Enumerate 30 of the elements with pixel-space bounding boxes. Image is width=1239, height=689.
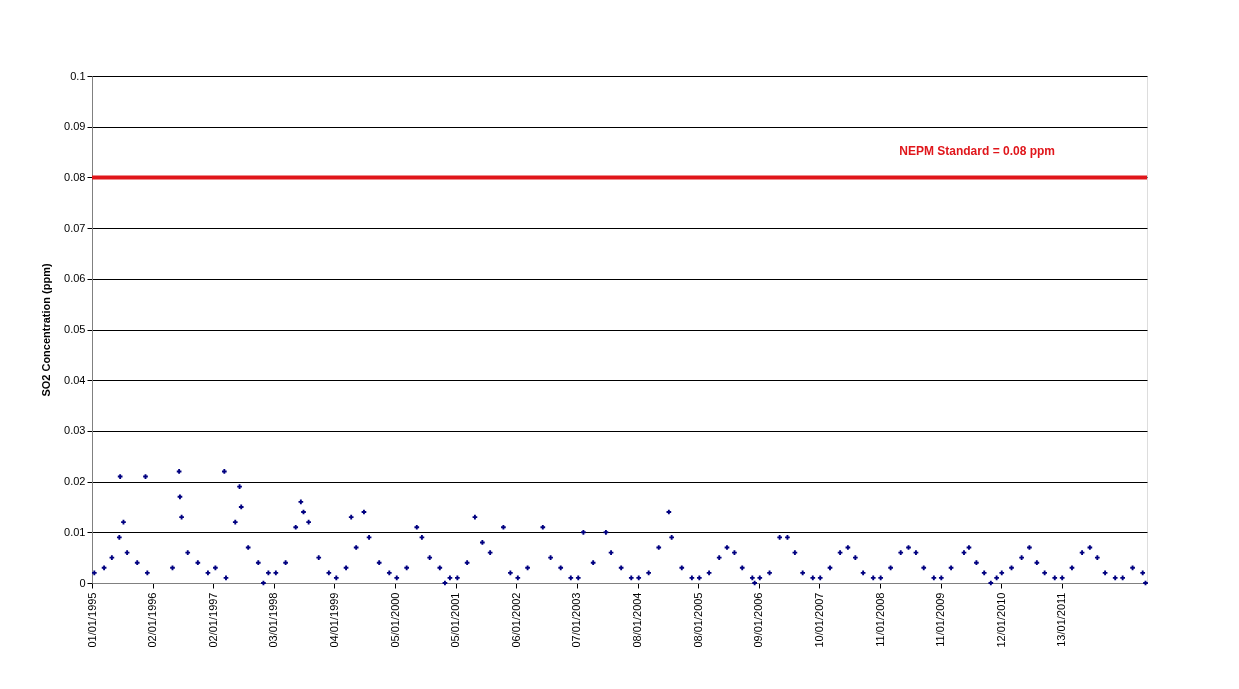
y-tick-label: 0.02 (64, 475, 86, 488)
y-tick-label: 0.03 (64, 424, 86, 437)
y-tick-label: 0.01 (64, 525, 86, 538)
y-tick-label: 0.1 (70, 69, 86, 82)
x-tick-label: 08/01/2004 (631, 592, 644, 648)
x-tick-label: 01/01/1995 (85, 592, 98, 648)
x-tick-label: 12/01/2010 (994, 592, 1007, 648)
x-tick-label: 05/01/2000 (388, 592, 401, 648)
x-tick-label: 11/01/2008 (873, 592, 886, 647)
x-tick-label: 09/01/2006 (752, 592, 765, 648)
x-tick-label: 13/01/2011 (1055, 592, 1068, 647)
x-tick-label: 03/01/1998 (267, 592, 280, 648)
y-tick-label: 0.09 (64, 120, 86, 133)
x-tick-label: 11/01/2009 (934, 592, 947, 647)
y-tick-label: 0.07 (64, 221, 86, 234)
x-tick-label: 07/01/2003 (570, 592, 583, 648)
x-tick-label: 05/01/2001 (449, 592, 462, 648)
x-tick-label: 06/01/2002 (509, 592, 522, 648)
ref-line-label: NEPM Standard = 0.08 ppm (899, 144, 1055, 159)
x-tick-label: 08/01/2005 (691, 592, 704, 648)
y-tick-label: 0 (79, 576, 86, 589)
x-tick-label: 02/01/1996 (146, 592, 159, 648)
y-tick-label: 0.08 (64, 170, 86, 183)
y-axis-title: SO2 Concentration (ppm) (40, 263, 53, 397)
y-tick-label: 0.06 (64, 272, 86, 285)
y-tick-label: 0.04 (64, 373, 86, 386)
y-tick-label: 0.05 (64, 323, 86, 335)
x-tick-label: 04/01/1999 (327, 592, 340, 648)
x-tick-label: 10/01/2007 (812, 592, 825, 648)
x-tick-label: 02/01/1997 (206, 592, 219, 648)
